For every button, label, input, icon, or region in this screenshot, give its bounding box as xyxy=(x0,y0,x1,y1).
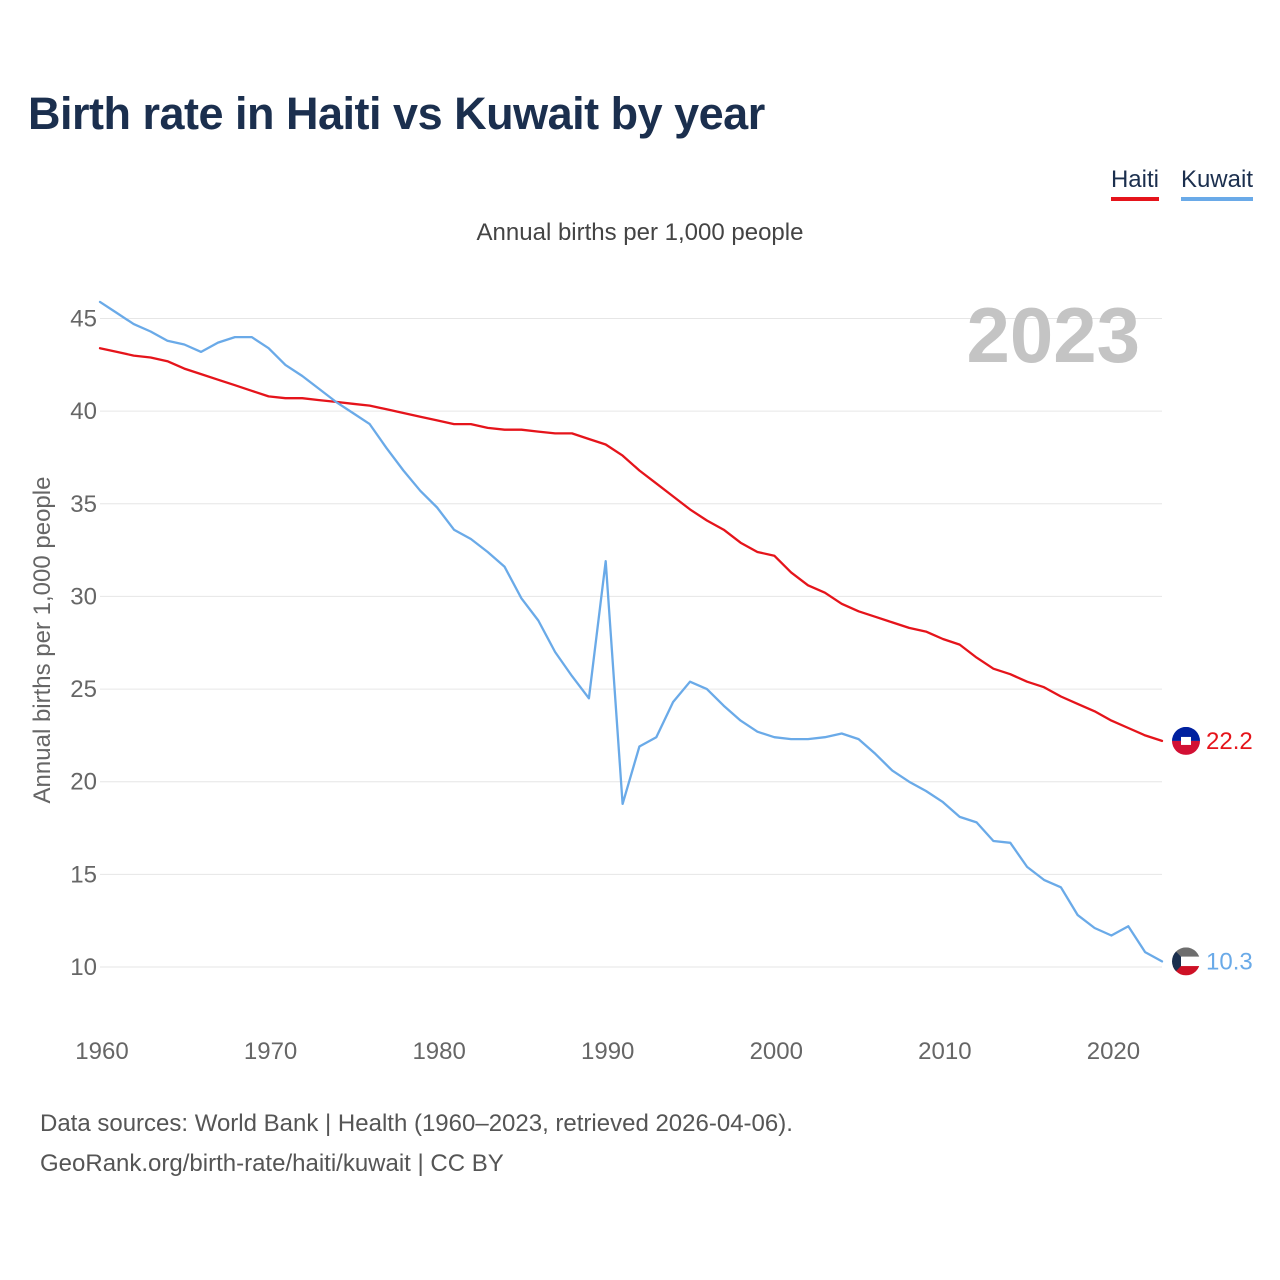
y-tick-label: 30 xyxy=(70,583,97,610)
x-tick-label: 1970 xyxy=(244,1038,297,1065)
y-tick-label: 35 xyxy=(70,491,97,518)
end-value-label-haiti: 22.2 xyxy=(1206,728,1253,755)
legend-item-haiti[interactable]: Haiti xyxy=(1110,166,1159,201)
y-tick-label: 10 xyxy=(70,954,97,981)
y-axis-label: Annual births per 1,000 people xyxy=(29,477,56,804)
series-line-haiti xyxy=(98,347,1164,743)
footer-url[interactable]: GeoRank.org/birth-rate/haiti/kuwait | CC… xyxy=(40,1150,504,1177)
end-markers: 22.2 10.3 xyxy=(1172,726,1253,976)
x-tick-label: 1990 xyxy=(581,1038,634,1065)
line-chart: Annual births per 1,000 people 10 15 20 25 3… xyxy=(29,219,1253,1065)
legend-item-kuwait[interactable]: Kuwait xyxy=(1180,166,1253,201)
chart-subtitle: Annual births per 1,000 people xyxy=(477,219,804,246)
x-tick-label: 1960 xyxy=(75,1038,128,1065)
end-value-label-kuwait: 10.3 xyxy=(1206,948,1253,975)
y-tick-label: 25 xyxy=(70,676,97,703)
y-axis-ticks: 10 15 20 25 30 35 40 45 xyxy=(70,306,97,981)
y-tick-label: 20 xyxy=(70,769,97,796)
haiti-flag-icon xyxy=(1172,726,1200,755)
y-tick-label: 45 xyxy=(70,306,97,333)
x-axis-ticks: 1960 1970 1980 1990 2000 2010 2020 xyxy=(75,1038,1140,1065)
series-lines xyxy=(98,300,1164,963)
year-watermark: 2023 xyxy=(966,291,1140,379)
kuwait-flag-icon xyxy=(1172,947,1200,976)
legend: Haiti Kuwait xyxy=(1110,166,1253,201)
footer: Data sources: World Bank | Health (1960–… xyxy=(40,1104,793,1184)
x-tick-label: 2000 xyxy=(750,1038,803,1065)
grid-lines xyxy=(100,318,1162,968)
y-tick-label: 15 xyxy=(70,861,97,888)
series-line-kuwait xyxy=(98,300,1164,963)
footer-sources: Data sources: World Bank | Health (1960–… xyxy=(40,1110,793,1137)
x-tick-label: 2010 xyxy=(918,1038,971,1065)
y-tick-label: 40 xyxy=(70,398,97,425)
x-tick-label: 2020 xyxy=(1087,1038,1140,1065)
x-tick-label: 1980 xyxy=(412,1038,465,1065)
chart-title: Birth rate in Haiti vs Kuwait by year xyxy=(28,88,765,139)
